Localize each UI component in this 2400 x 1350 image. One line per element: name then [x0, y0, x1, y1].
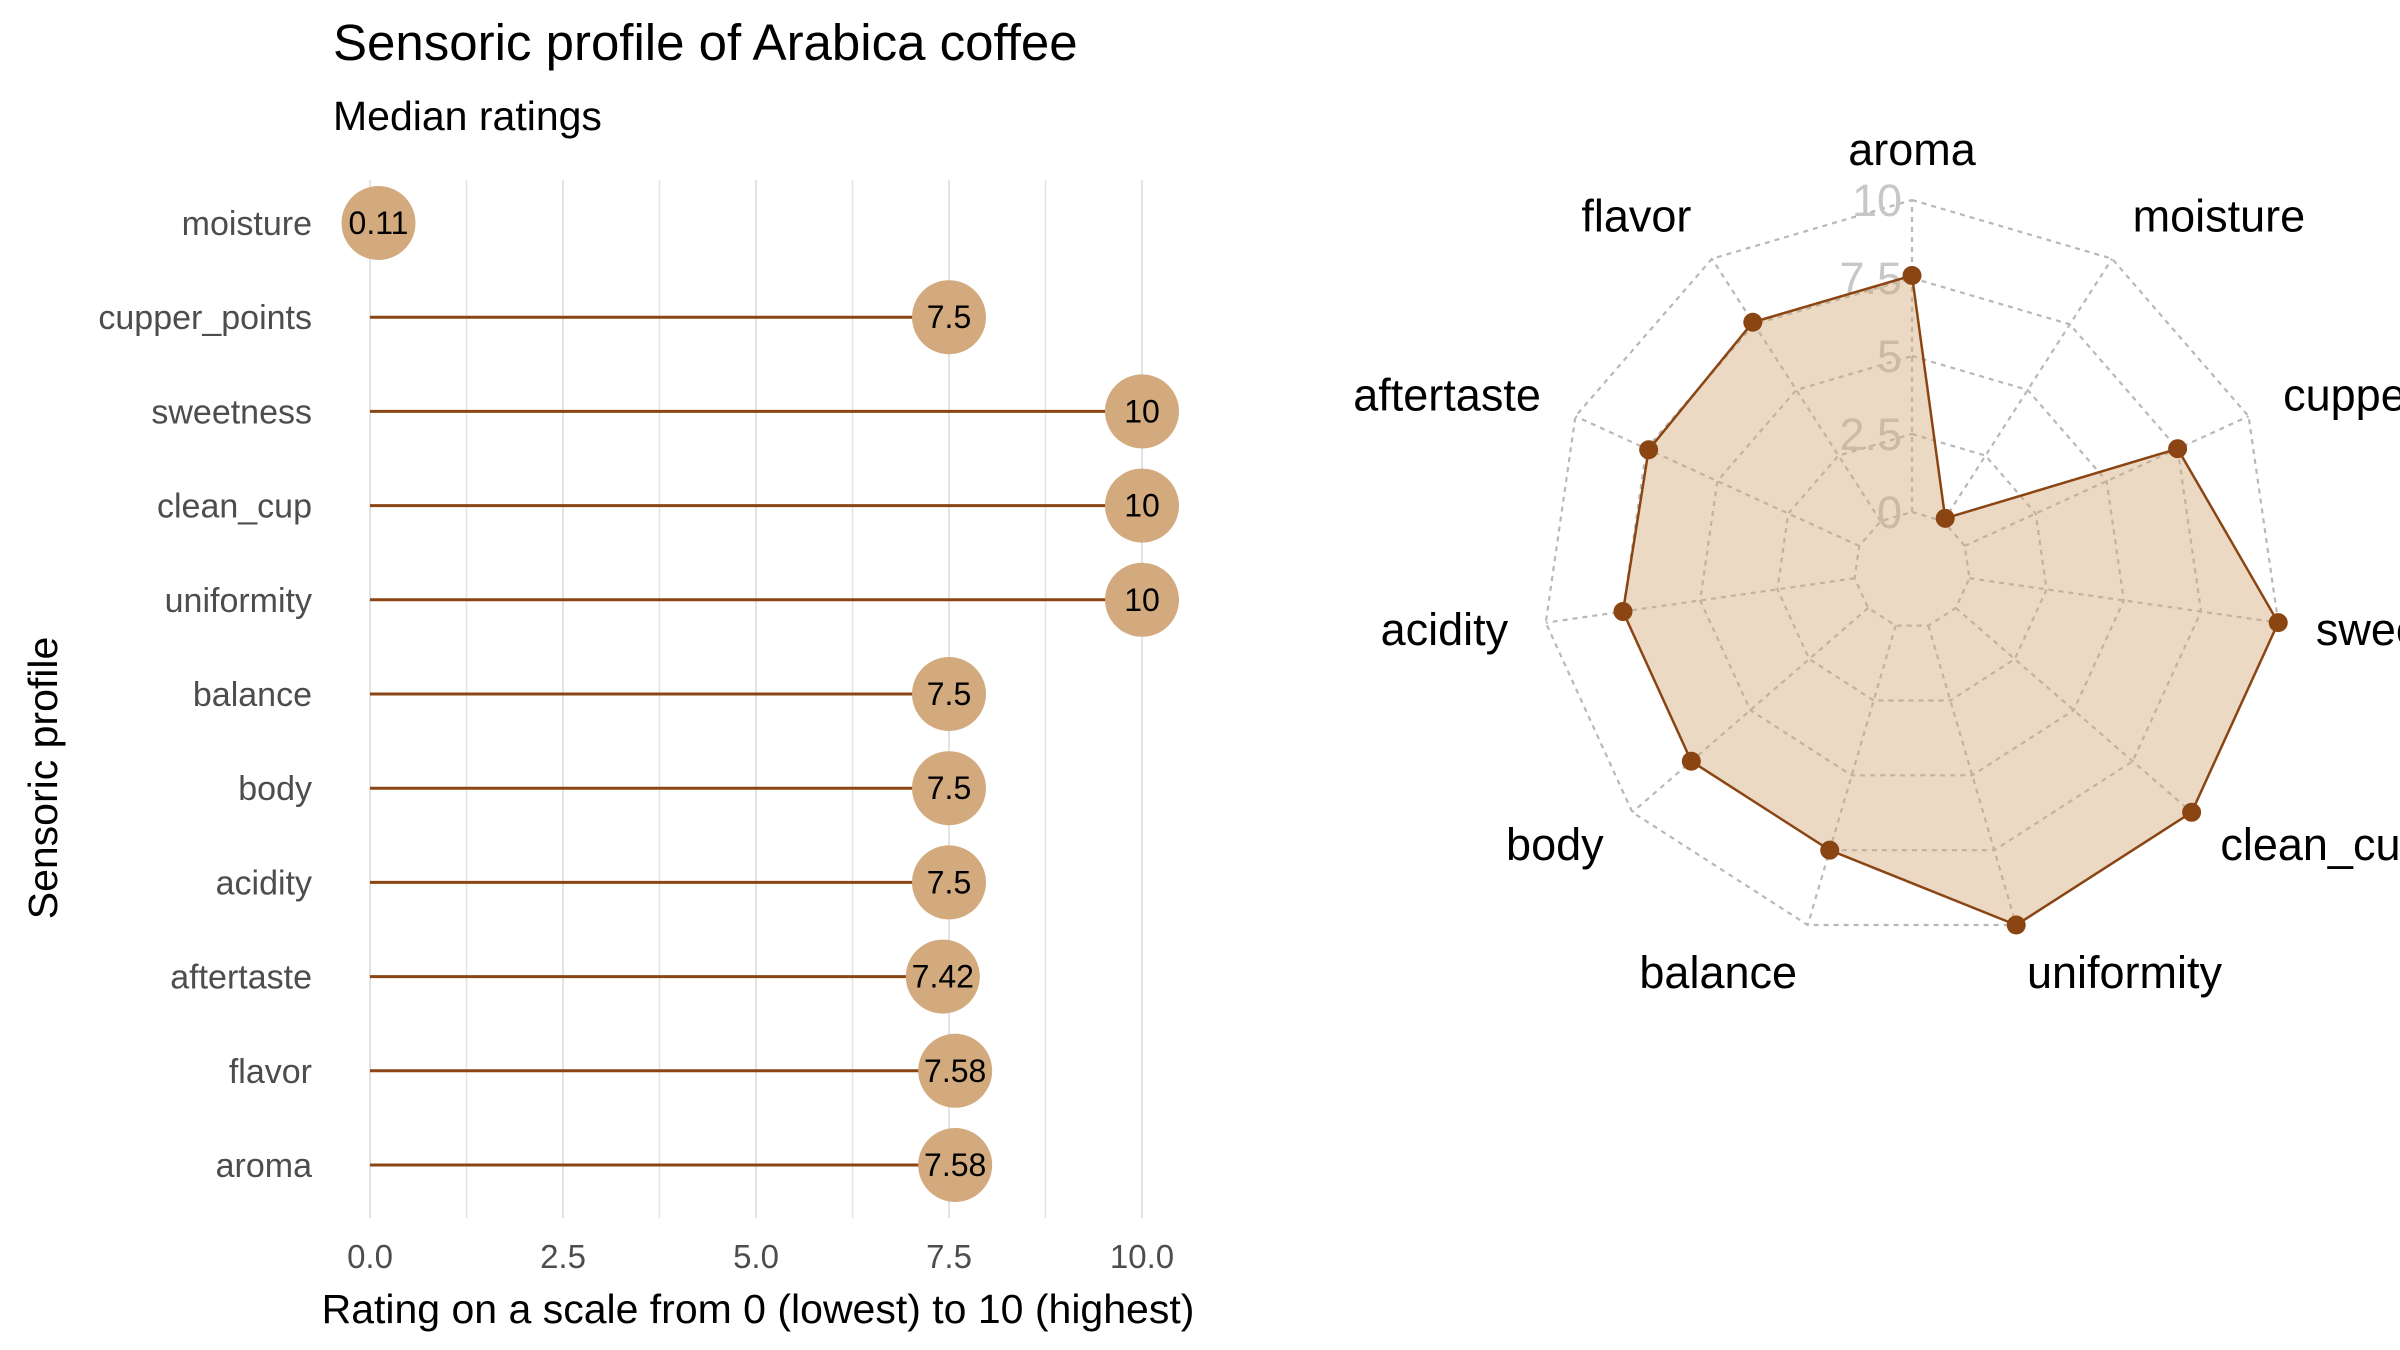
radar-area [1621, 273, 2280, 927]
dot-aftertaste [905, 939, 980, 1014]
radar-point-aroma [1902, 266, 1922, 286]
radar-axis-label-acidity: acidity [1381, 604, 1509, 655]
radar-spoke [1545, 577, 1855, 624]
radar-axis-labels: aroma moisture cupper_points sweetness clean… [1353, 124, 2400, 998]
y-axis-title: Sensoric profile [20, 637, 66, 920]
dot-uniformity [1105, 562, 1179, 637]
radar-tick-labels: 0 2.5 5 7.5 10 [1839, 175, 1902, 538]
radar-chart: 0 2.5 5 7.5 10 aroma moisture cupper_pointsswe… [1353, 124, 2400, 998]
radar-tick-label: 5 [1877, 331, 1902, 382]
chart-title: Sensoric profile of Arabica coffee [333, 14, 1078, 71]
radar-point-clean-cup [2182, 802, 2202, 822]
radar-grid-ring [1544, 198, 2280, 927]
radar-tick-label: 2.5 [1839, 409, 1902, 460]
radar-axis-label-balance: balance [1639, 947, 1797, 998]
dot-flavor [918, 1033, 993, 1108]
x-tick-label: 2.5 [540, 1238, 586, 1275]
radar-spoke [1631, 607, 1869, 814]
radar-point-aftertaste [1639, 440, 1659, 460]
radar-axis-label-clean-cup: clean_cup [2220, 819, 2400, 870]
radar-axis-label-aroma: aroma [1848, 124, 1977, 175]
dot-acidity [912, 845, 986, 920]
radar-spoke [1964, 415, 2250, 547]
category-label-balance: balance [193, 676, 312, 714]
radar-point-body [1681, 751, 1701, 771]
category-labels: moisture cupper_points sweetness clean_cupu… [98, 205, 312, 1185]
radar-point-moisture [1935, 508, 1955, 528]
radar-point-flavor [1743, 312, 1763, 332]
value-label-uniformity: 10 [1124, 582, 1160, 618]
radar-points [1613, 266, 2288, 935]
x-axis-title: Rating on a scale from 0 (lowest) to 10 … [322, 1286, 1195, 1332]
category-label-moisture: moisture [182, 205, 312, 243]
radar-axis-label-cupper-points: cupper_points [2283, 370, 2400, 421]
category-label-body: body [238, 770, 312, 808]
value-label-aftertaste: 7.42 [912, 959, 974, 995]
value-label-flavor: 7.58 [924, 1053, 986, 1089]
radar-grid-ring [1776, 432, 2048, 702]
radar-axis-label-moisture: moisture [2133, 191, 2306, 242]
radar-axis-label-body: body [1506, 819, 1604, 870]
value-label-acidity: 7.5 [927, 864, 971, 900]
category-label-uniformity: uniformity [165, 582, 312, 620]
radar-point-cupper-points [2168, 439, 2188, 459]
dot-cupper-points [912, 280, 986, 355]
x-tick-label: 10.0 [1110, 1238, 1174, 1275]
radar-spoke [1955, 607, 2193, 814]
radar-spoke [1574, 415, 1860, 547]
radar-point-uniformity [2006, 915, 2026, 935]
radar-tick-label: 7.5 [1839, 253, 1902, 304]
category-label-clean-cup: clean_cup [157, 488, 312, 526]
lollipop-segments [370, 221, 1142, 1167]
radar-axis-label-sweetness: sweetness [2316, 604, 2400, 655]
dot-aroma [918, 1128, 993, 1202]
lollipop-dots [341, 186, 1179, 1202]
x-tick-labels: 0.0 2.5 5.0 7.5 10.0 [347, 1238, 1174, 1275]
value-label-balance: 7.5 [927, 676, 971, 712]
category-label-acidity: acidity [216, 864, 312, 902]
radar-grid-ring [1699, 354, 2125, 777]
radar-point-acidity [1613, 602, 1633, 622]
value-label-aroma: 7.58 [924, 1147, 986, 1183]
dot-body [912, 751, 986, 826]
radar-grid-ring [1621, 276, 2203, 852]
radar-axis-label-aftertaste: aftertaste [1353, 370, 1541, 421]
radar-spoke [1942, 258, 2113, 522]
value-label-moisture: 0.11 [349, 205, 409, 241]
radar-point-sweetness [2268, 613, 2288, 633]
category-label-aftertaste: aftertaste [170, 959, 312, 997]
x-tick-label: 5.0 [733, 1238, 779, 1275]
dot-sweetness [1105, 374, 1179, 449]
dot-moisture [341, 186, 416, 260]
dot-balance [912, 657, 986, 731]
radar-axis-label-uniformity: uniformity [2027, 947, 2223, 998]
category-label-aroma: aroma [216, 1147, 312, 1185]
chart-subtitle: Median ratings [333, 93, 602, 139]
radar-spoke [1969, 577, 2279, 624]
radar-shape [1621, 273, 2280, 927]
x-tick-label: 7.5 [926, 1238, 972, 1275]
value-label-body: 7.5 [927, 770, 971, 806]
radar-tick-label: 0 [1877, 487, 1902, 538]
radar-tick-label: 10 [1852, 175, 1902, 226]
category-label-flavor: flavor [229, 1053, 312, 1091]
radar-spoke [1806, 625, 1897, 926]
radar-spoke [1711, 258, 1882, 522]
value-label-clean-cup: 10 [1124, 488, 1160, 524]
value-label-sweetness: 10 [1124, 393, 1160, 429]
value-label-cupper-points: 7.5 [927, 299, 971, 335]
radar-grid [1544, 198, 2280, 927]
value-labels: 0.11 7.5 10 10 10 7.5 7.5 7.5 7.42 7.58 7.58 [349, 205, 1160, 1183]
radar-point-balance [1820, 840, 1840, 860]
dot-clean-cup [1105, 468, 1179, 543]
radar-spoke [1927, 625, 2018, 926]
x-tick-label: 0.0 [347, 1238, 393, 1275]
radar-axis-label-flavor: flavor [1581, 191, 1691, 242]
category-label-sweetness: sweetness [151, 393, 312, 431]
gridlines [369, 180, 1143, 1218]
lollipop-chart: Sensoric profile of Arabica coffee Media… [20, 14, 1194, 1332]
category-label-cupper-points: cupper_points [98, 299, 312, 337]
